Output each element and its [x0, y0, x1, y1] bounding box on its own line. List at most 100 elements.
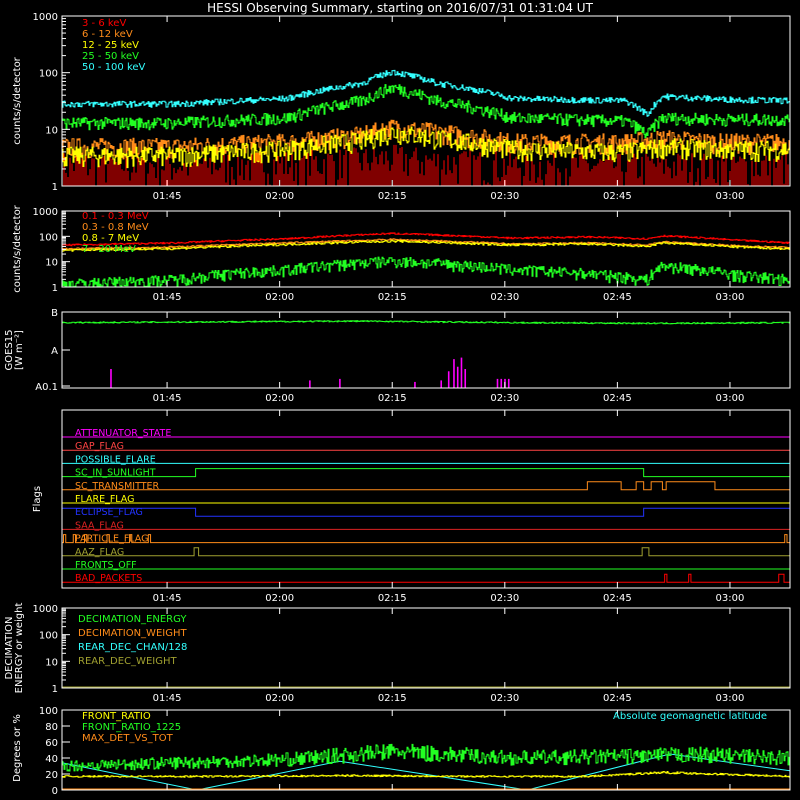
- legend-hxr-2: 6 - 12 keV: [82, 29, 133, 40]
- flag-label-saa-flag: SAA_FLAG: [75, 520, 124, 531]
- goes-spike: [464, 369, 467, 388]
- chart-title: HESSI Observing Summary, starting on 201…: [207, 1, 593, 15]
- goes-spike: [414, 381, 416, 388]
- hxr-x-tick-label: 01:45: [153, 191, 182, 202]
- ratios-y-tick-label: 100: [39, 706, 58, 717]
- legend-ratios-3: MAX_DET_VS_TOT: [82, 733, 174, 744]
- goes-spike: [500, 378, 503, 388]
- hxr-x-tick-label: 02:15: [378, 191, 407, 202]
- legend-decimation-1: DECIMATION_ENERGY: [78, 614, 187, 625]
- goes-y-tick-label: B: [51, 308, 58, 319]
- flag-label-bad-packets: BAD_PACKETS: [75, 573, 142, 584]
- series-front-ratio-1225: [62, 743, 791, 772]
- legend-hxr-1: 3 - 6 keV: [82, 18, 126, 29]
- decimation-x-tick-label: 02:15: [378, 693, 407, 704]
- goes-x-tick-label: 02:15: [378, 393, 407, 404]
- flags-y-axis-label: Flags: [32, 486, 43, 512]
- flags-x-tick-label: 02:45: [603, 593, 632, 604]
- flag-trace-bad-packets: [62, 573, 790, 583]
- decimation-y-tick-label: 10: [45, 657, 58, 668]
- ratios-y-tick-label: 0: [52, 786, 58, 797]
- series-50-100kev: [62, 69, 791, 117]
- decimation-x-tick-label: 02:00: [265, 693, 294, 704]
- ratios-y-tick-label: 40: [45, 754, 58, 765]
- goes-x-tick-label: 02:30: [490, 393, 519, 404]
- flag-trace-particle-flag: [62, 534, 790, 544]
- flag-label-particle-flag: PARTICLE_FLAG: [75, 534, 148, 545]
- flag-label-possible-flare: POSSIBLE_FLARE: [75, 454, 156, 465]
- gamma-x-tick-label: 02:45: [603, 292, 632, 303]
- goes-spike: [460, 357, 463, 388]
- goes-x-tick-label: 02:00: [265, 393, 294, 404]
- hxr-frame: [61, 15, 791, 187]
- legend-decimation-3: REAR_DEC_CHAN/128: [78, 642, 187, 653]
- gamma-y-tick-label: 1: [52, 283, 58, 294]
- legend-hxr-5: 50 - 100 keV: [82, 62, 146, 73]
- goes-y-axis-units: [W m⁻²]: [14, 330, 25, 370]
- series-front-ratio: [62, 771, 791, 778]
- goes-x-tick-label: 01:45: [153, 393, 182, 404]
- gamma-x-tick-label: 02:00: [265, 292, 294, 303]
- gamma-y-axis-label: counts/s/detector: [12, 204, 23, 292]
- goes-y-axis-label: GOES15: [4, 329, 15, 370]
- series-gamma-1: [62, 232, 791, 247]
- hxr-x-tick-label: 03:00: [716, 191, 745, 202]
- legend-hxr-4: 25 - 50 keV: [82, 51, 139, 62]
- gamma-y-tick-label: 100: [39, 232, 58, 243]
- decimation-y-axis-label-1: DECIMATION: [4, 616, 15, 679]
- series-gamma-3: [62, 239, 791, 252]
- decimation-x-tick-label: 02:45: [603, 693, 632, 704]
- legend-ratios-1: FRONT_RATIO: [82, 711, 151, 722]
- gamma-y-tick-label: 1000: [33, 207, 58, 218]
- hxr-x-tick-label: 02:00: [265, 191, 294, 202]
- goes-spike: [456, 366, 459, 388]
- flags-x-tick-label: 02:15: [378, 593, 407, 604]
- goes-spike: [110, 369, 112, 388]
- legend-gamma-1: 0.1 - 0.3 MeV: [82, 211, 149, 222]
- flags-x-tick-label: 02:30: [490, 593, 519, 604]
- hxr-y-axis-label: counts/s/detector: [12, 56, 23, 144]
- gamma-frame: [61, 210, 791, 288]
- flags-x-tick-label: 03:00: [716, 593, 745, 604]
- flag-label-gap-flag: GAP_FLAG: [75, 441, 124, 452]
- goes-spike: [507, 378, 510, 388]
- flags-x-tick-label: 01:45: [153, 593, 182, 604]
- hxr-y-tick-label: 100: [39, 69, 58, 80]
- legend-geomagnetic-latitude: Absolute geomagnetic latitude: [613, 711, 767, 722]
- flag-trace-sc-in-sunlight: [62, 468, 790, 478]
- goes-y-tick-label: A0.1: [35, 382, 58, 393]
- goes-y-tick-label: A: [51, 346, 58, 357]
- hxr-y-tick-label: 10: [45, 125, 58, 136]
- decimation-x-tick-label: 01:45: [153, 693, 182, 704]
- hxr-x-tick-label: 02:45: [603, 191, 632, 202]
- hxr-y-tick-label: 1: [52, 182, 58, 193]
- series-gamma-4: [62, 256, 791, 288]
- series-geomagnetic-latitude: [61, 753, 791, 791]
- decimation-y-tick-label: 100: [39, 631, 58, 642]
- hxr-y-tick-label: 1000: [33, 12, 58, 23]
- flag-label-sc-in-sunlight: SC_IN_SUNLIGHT: [75, 468, 156, 479]
- series-6-12kev: [62, 119, 791, 160]
- legend-gamma-3: 0.8 - 7 MeV: [82, 233, 139, 244]
- flag-label-flare-flag: FLARE_FLAG: [75, 494, 135, 505]
- legend-decimation-4: REAR_DEC_WEIGHT: [78, 656, 177, 667]
- flag-trace-aaz-flag: [62, 547, 790, 557]
- decimation-x-tick-label: 02:30: [490, 693, 519, 704]
- legend-hxr-3: 12 - 25 keV: [82, 40, 139, 51]
- goes-spike: [440, 380, 443, 388]
- ratios-y-axis-label: Degrees or %: [12, 714, 23, 782]
- decimation-y-axis-label-2: ENERGY or weight: [14, 603, 25, 694]
- decimation-y-tick-label: 1000: [33, 604, 58, 615]
- decimation-x-tick-label: 03:00: [716, 693, 745, 704]
- flag-label-attenuator-state: ATTENUATOR_STATE: [75, 428, 171, 439]
- ratios-y-tick-label: 20: [45, 770, 58, 781]
- goes-spike: [447, 371, 450, 388]
- goes-x-tick-label: 02:45: [603, 393, 632, 404]
- legend-ratios-2: FRONT_RATIO_1225: [82, 722, 181, 733]
- goes-spike: [309, 380, 311, 388]
- goes-spike: [453, 359, 455, 388]
- series-12-25kev: [62, 126, 791, 169]
- ratios-frame: [61, 709, 791, 791]
